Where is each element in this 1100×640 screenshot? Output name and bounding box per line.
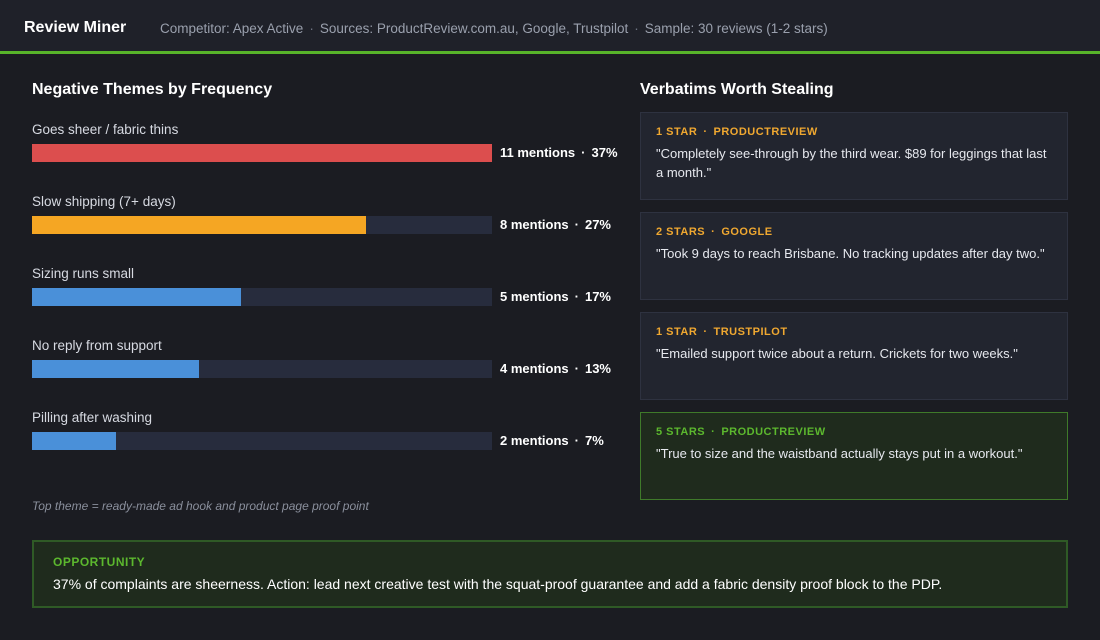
verbatim-source: PRODUCTREVIEW <box>721 426 826 438</box>
theme-mentions: 4 mentions <box>500 361 569 376</box>
theme-stat: 4 mentions · 13% <box>500 361 611 376</box>
theme-row: No reply from support 4 mentions · 13% <box>32 338 632 390</box>
theme-stat: 8 mentions · 27% <box>500 217 611 232</box>
verbatim-meta: 1 STAR · PRODUCTREVIEW <box>656 126 1052 138</box>
verbatim-meta: 2 STARS · GOOGLE <box>656 226 1052 238</box>
meta-separator: · <box>711 226 716 238</box>
stat-separator: · <box>574 289 579 304</box>
theme-bar-track <box>32 432 492 450</box>
verbatim-text: "Took 9 days to reach Brisbane. No track… <box>656 246 1045 261</box>
theme-mentions: 5 mentions <box>500 289 569 304</box>
sample-label: Sample: 30 reviews (1-2 stars) <box>644 21 828 36</box>
meta-separator: · <box>309 21 314 36</box>
meta-separator: · <box>711 426 716 438</box>
theme-bar-track <box>32 144 492 162</box>
theme-row: Pilling after washing 2 mentions · 7% <box>32 410 632 462</box>
meta-separator: · <box>703 326 708 338</box>
theme-percent: 37% <box>591 145 618 160</box>
theme-stat: 11 mentions · 37% <box>500 145 618 160</box>
theme-bar-track <box>32 360 492 378</box>
themes-section-title: Negative Themes by Frequency <box>32 81 273 98</box>
theme-percent: 27% <box>584 217 611 232</box>
verbatim-rating: 1 STAR <box>656 326 698 338</box>
competitor-label: Competitor: Apex Active <box>160 21 304 36</box>
verbatims-section-title: Verbatims Worth Stealing <box>640 81 834 98</box>
opportunity-callout: OPPORTUNITY 37% of complaints are sheern… <box>32 540 1068 608</box>
theme-row: Goes sheer / fabric thins 11 mentions · 37… <box>32 122 632 174</box>
theme-percent: 13% <box>584 361 611 376</box>
app-title: Review Miner <box>24 19 127 36</box>
themes-footnote: Top theme = ready-made ad hook and produ… <box>32 499 369 513</box>
theme-mentions: 11 mentions <box>500 145 576 160</box>
theme-bar-fill <box>32 216 366 234</box>
verbatim-source: GOOGLE <box>721 226 773 238</box>
theme-percent: 7% <box>584 433 604 448</box>
verbatim-rating: 5 STARS <box>656 426 706 438</box>
meta-separator: · <box>634 21 639 36</box>
opportunity-text: 37% of complaints are sheerness. Action:… <box>53 576 943 592</box>
verbatim-source: TRUSTPILOT <box>713 326 788 338</box>
theme-bar-fill <box>32 144 492 162</box>
stat-separator: · <box>581 145 586 160</box>
theme-label: Goes sheer / fabric thins <box>32 122 179 137</box>
verbatim-text: "Emailed support twice about a return. C… <box>656 346 1018 361</box>
theme-stat: 2 mentions · 7% <box>500 433 604 448</box>
theme-stat: 5 mentions · 17% <box>500 289 611 304</box>
theme-bar-fill <box>32 432 116 450</box>
top-bar: Review Miner Competitor: Apex Active · Sou… <box>0 0 1100 54</box>
meta-separator: · <box>703 126 708 138</box>
verbatim-rating: 1 STAR <box>656 126 698 138</box>
theme-mentions: 2 mentions <box>500 433 569 448</box>
verbatim-source: PRODUCTREVIEW <box>713 126 818 138</box>
verbatim-rating: 2 STARS <box>656 226 706 238</box>
theme-row: Sizing runs small 5 mentions · 17% <box>32 266 632 318</box>
verbatim-meta: 1 STAR · TRUSTPILOT <box>656 326 1052 338</box>
theme-bar-fill <box>32 288 241 306</box>
opportunity-label: OPPORTUNITY <box>53 555 146 569</box>
verbatim-card: 1 STAR · TRUSTPILOT "Emailed support twice… <box>640 312 1068 400</box>
verbatim-meta: 5 STARS · PRODUCTREVIEW <box>656 426 1052 438</box>
verbatim-card: 1 STAR · PRODUCTREVIEW "Completely see-thr… <box>640 112 1068 200</box>
theme-bar-track <box>32 216 492 234</box>
stat-separator: · <box>574 433 579 448</box>
theme-label: Pilling after washing <box>32 410 153 425</box>
theme-bar-track <box>32 288 492 306</box>
verbatim-card: 2 STARS · GOOGLE "Took 9 days to reach Bri… <box>640 212 1068 300</box>
theme-bar-fill <box>32 360 199 378</box>
theme-label: No reply from support <box>32 338 162 353</box>
theme-mentions: 8 mentions <box>500 217 569 232</box>
theme-row: Slow shipping (7+ days) 8 mentions · 27% <box>32 194 632 246</box>
theme-percent: 17% <box>584 289 611 304</box>
verbatim-text: "Completely see-through by the third wea… <box>656 146 1047 180</box>
verbatim-card-positive: 5 STARS · PRODUCTREVIEW "True to size and … <box>640 412 1068 500</box>
verbatim-text: "True to size and the waistband actually… <box>656 446 1023 461</box>
sources-label: Sources: ProductReview.com.au, Google, T… <box>319 21 629 36</box>
theme-label: Sizing runs small <box>32 266 135 281</box>
stat-separator: · <box>574 361 579 376</box>
theme-label: Slow shipping (7+ days) <box>32 194 176 209</box>
report-meta: Competitor: Apex Active · Sources: Product… <box>160 21 828 36</box>
stat-separator: · <box>574 217 579 232</box>
